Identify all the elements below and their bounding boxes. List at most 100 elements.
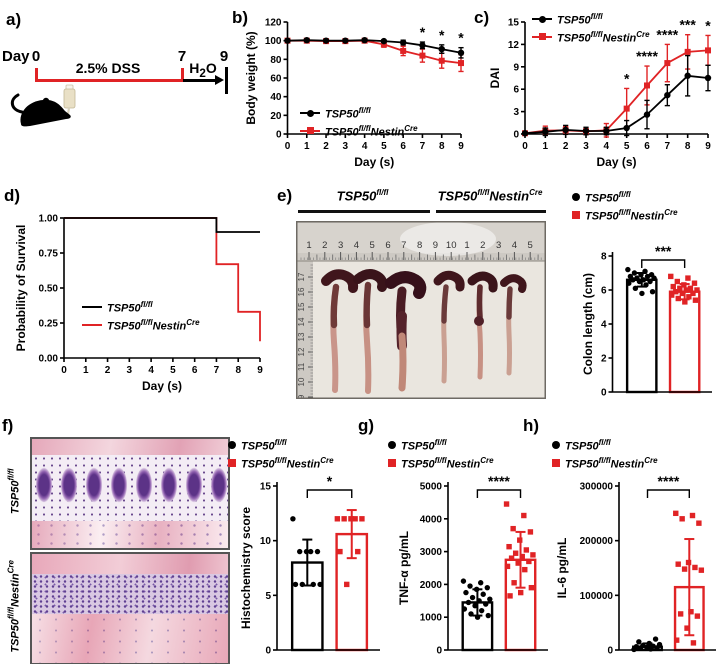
- timeline-water-label: H2O: [189, 60, 217, 80]
- svg-text:*: *: [327, 473, 333, 489]
- micrograph-mutant-label: TSP50fl/flNestinCre: [6, 560, 22, 653]
- circle-marker-icon: [388, 441, 396, 450]
- svg-text:****: ****: [488, 473, 510, 489]
- circle-line-marker-icon: [300, 109, 320, 118]
- square-line-marker-icon: [300, 126, 320, 135]
- legend-label: TSP50fl/flNestinCre: [557, 29, 650, 45]
- photo-group1-overline: [298, 210, 430, 213]
- svg-text:7: 7: [214, 365, 220, 376]
- histochemistry-legend: TSP50fl/fl TSP50fl/flNestinCre: [228, 438, 334, 470]
- legend-entry: TSP50fl/fl: [82, 300, 200, 315]
- svg-text:15: 15: [260, 482, 272, 493]
- svg-text:5: 5: [528, 240, 533, 251]
- svg-text:3000: 3000: [420, 547, 443, 558]
- timeline-tick-7: [181, 68, 184, 81]
- timeline-day-0: 0: [31, 48, 41, 65]
- timeline-day-7: 7: [177, 48, 187, 65]
- circle-marker-icon: [572, 193, 580, 202]
- svg-text:*: *: [705, 17, 711, 33]
- svg-text:9: 9: [297, 394, 306, 399]
- svg-text:DAI: DAI: [488, 68, 502, 89]
- svg-text:3: 3: [338, 240, 343, 251]
- svg-text:13: 13: [297, 332, 306, 341]
- legend-label: TSP50fl/fl: [241, 438, 287, 453]
- svg-text:120: 120: [265, 18, 282, 29]
- svg-text:300000: 300000: [580, 482, 614, 493]
- svg-text:40: 40: [270, 92, 282, 103]
- svg-text:8: 8: [685, 141, 691, 152]
- svg-text:0: 0: [522, 141, 528, 152]
- circle-line-marker-icon: [82, 303, 102, 312]
- svg-text:16: 16: [297, 287, 306, 296]
- svg-text:4: 4: [604, 141, 610, 152]
- colon-length-chart: 0 2 4 6 8 Colon length (cm) ***: [581, 230, 714, 402]
- svg-text:2: 2: [323, 141, 329, 152]
- svg-text:9: 9: [257, 365, 263, 376]
- svg-text:15: 15: [297, 302, 306, 311]
- survival-chart: 0.00 0.25 0.50 0.75 1.00 0 1 2 3 4 5 6 7 8 9 Day (s) Pro…: [14, 202, 270, 394]
- legend-entry: TSP50fl/flNestinCre: [300, 124, 418, 138]
- body-weight-chart: 0 20 40 60 80 100 120 0 1 2 3 4 5 6 7 8 9 Day (s) Body wei…: [244, 6, 471, 170]
- circle-line-marker-icon: [532, 15, 552, 24]
- timeline-dss-bar: [35, 79, 183, 82]
- svg-text:4: 4: [362, 141, 368, 152]
- svg-text:9: 9: [433, 240, 438, 251]
- square-line-marker-icon: [82, 320, 102, 329]
- micrograph-control-mucosa-band: [32, 439, 228, 455]
- mouse-with-bottle-icon: [10, 84, 76, 127]
- svg-text:2: 2: [601, 354, 607, 365]
- svg-text:3: 3: [513, 107, 519, 118]
- micrograph-control-crypt-band: [32, 455, 228, 521]
- photo-group2-label: TSP50fl/flNestinCre: [437, 188, 543, 204]
- svg-text:8: 8: [235, 365, 241, 376]
- svg-text:8: 8: [601, 252, 607, 263]
- micrograph-mutant: [30, 552, 230, 664]
- timeline-tick-0: [35, 68, 38, 81]
- svg-text:4: 4: [354, 240, 359, 251]
- svg-text:3: 3: [343, 141, 349, 152]
- legend-entry: TSP50fl/fl: [388, 438, 494, 453]
- colon-length-legend: TSP50fl/fl TSP50fl/flNestinCre: [572, 190, 678, 222]
- micrograph-control-label: TSP50fl/fl: [6, 468, 22, 515]
- svg-text:2: 2: [480, 240, 485, 251]
- legend-entry: TSP50fl/flNestinCre: [572, 208, 678, 222]
- svg-text:*: *: [420, 24, 426, 40]
- svg-text:0: 0: [436, 646, 442, 657]
- svg-text:17: 17: [297, 272, 306, 281]
- legend-label: TSP50fl/flNestinCre: [401, 455, 494, 471]
- svg-text:6: 6: [644, 141, 650, 152]
- svg-text:10: 10: [297, 377, 306, 386]
- square-marker-icon: [228, 458, 236, 467]
- legend-entry: TSP50fl/flNestinCre: [82, 318, 200, 332]
- svg-text:***: ***: [679, 17, 696, 33]
- dai-chart: 0 3 6 9 12 15 0 1 2 3 4 5 6 7 8 9 Day (s) DAI * **** **** ***…: [488, 6, 718, 170]
- svg-text:0.00: 0.00: [39, 354, 59, 365]
- svg-text:12: 12: [297, 347, 306, 356]
- circle-marker-icon: [228, 441, 236, 450]
- svg-text:Day (s): Day (s): [596, 155, 636, 169]
- legend-entry: TSP50fl/flNestinCre: [388, 455, 494, 471]
- svg-text:7: 7: [401, 240, 406, 251]
- legend-label: TSP50fl/fl: [401, 438, 447, 453]
- svg-text:7: 7: [420, 141, 426, 152]
- svg-text:2: 2: [322, 240, 327, 251]
- panel-letter-c: c): [474, 8, 490, 27]
- svg-text:5000: 5000: [420, 482, 443, 493]
- legend-label: TSP50fl/flNestinCre: [565, 455, 658, 471]
- svg-text:60: 60: [270, 74, 282, 85]
- svg-text:0: 0: [513, 130, 519, 141]
- legend-entry: TSP50fl/fl: [552, 438, 658, 453]
- svg-text:TNF-α pg/mL: TNF-α pg/mL: [398, 531, 411, 605]
- svg-text:0: 0: [601, 388, 607, 399]
- svg-text:2: 2: [105, 365, 111, 376]
- legend-entry: TSP50fl/fl: [228, 438, 334, 453]
- tnf-legend: TSP50fl/fl TSP50fl/flNestinCre: [388, 438, 494, 470]
- svg-text:7: 7: [665, 141, 671, 152]
- svg-text:5: 5: [381, 141, 387, 152]
- svg-text:20: 20: [270, 111, 282, 122]
- circle-marker-icon: [552, 441, 560, 450]
- svg-text:8: 8: [417, 240, 422, 251]
- panel-letter-g: g): [358, 416, 375, 435]
- svg-text:Day (s): Day (s): [142, 379, 182, 393]
- svg-text:1: 1: [543, 141, 549, 152]
